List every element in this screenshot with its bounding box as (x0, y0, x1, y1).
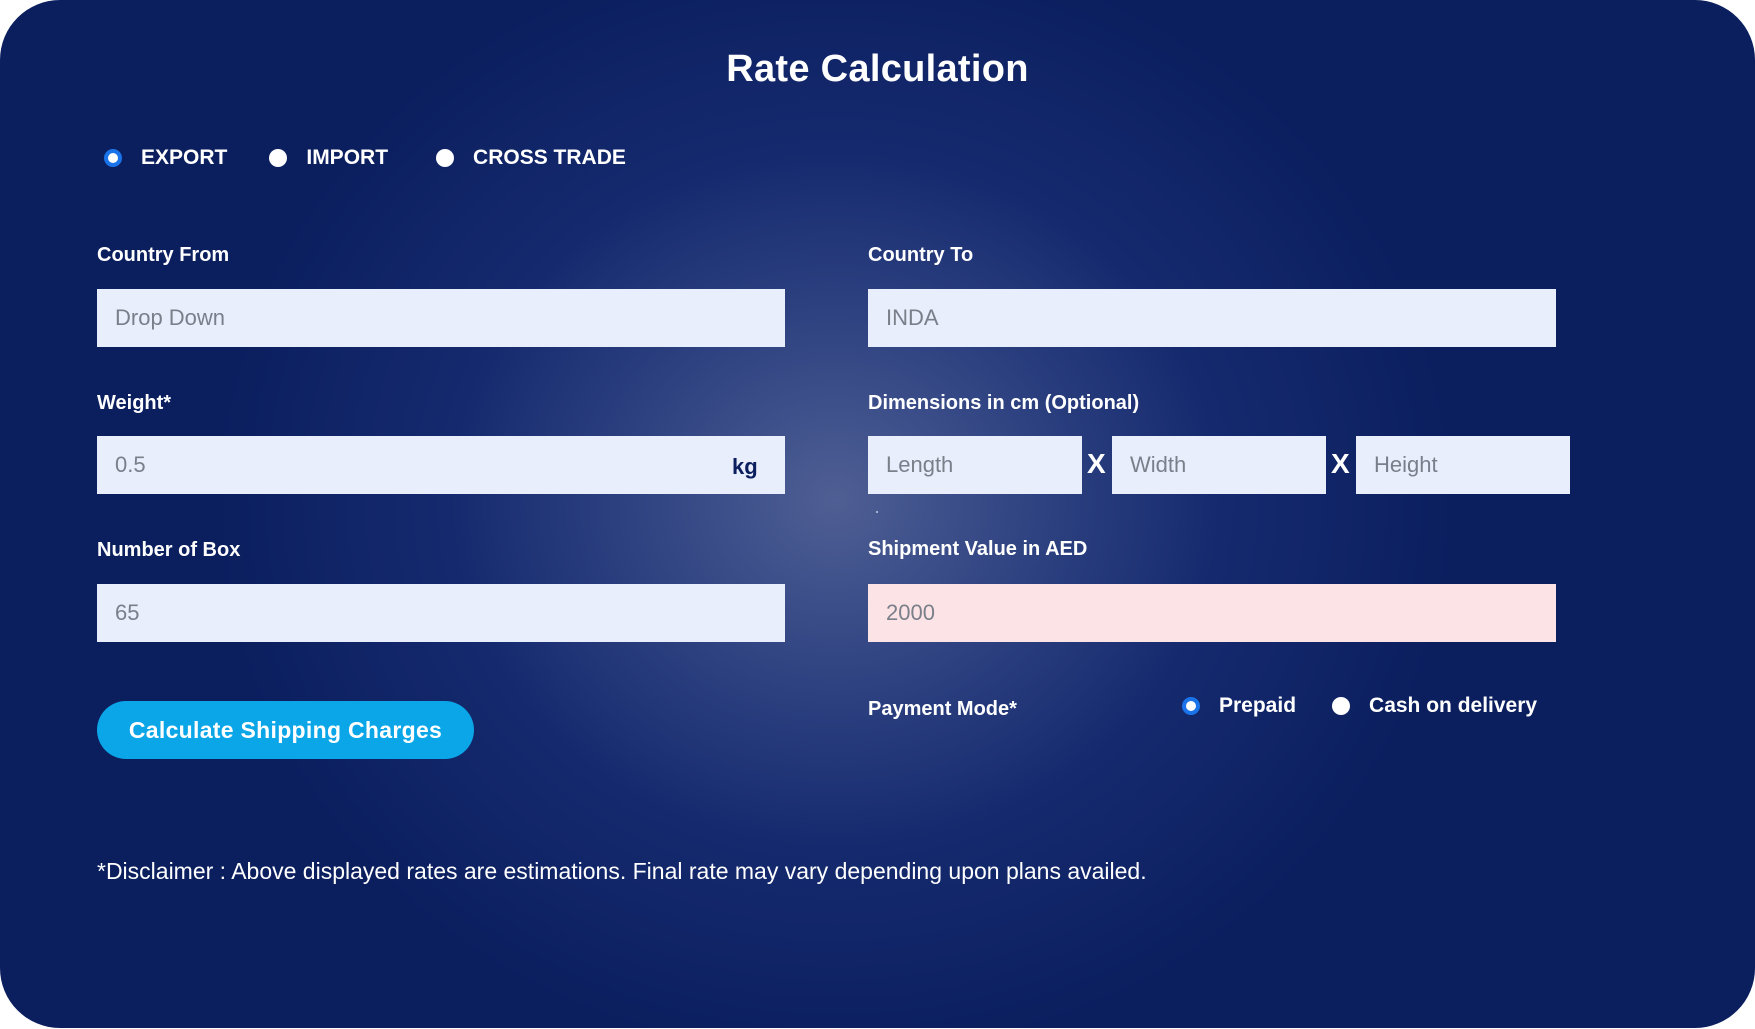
weight-unit-label: kg (732, 454, 758, 479)
decorative-dot (876, 511, 878, 513)
radio-export-label[interactable]: EXPORT (141, 146, 228, 169)
dimension-separator-2: X (1331, 448, 1350, 479)
length-input[interactable] (868, 436, 1082, 494)
trade-type-radio-group: EXPORT IMPORT CROSS TRADE (104, 146, 668, 170)
weight-input[interactable] (97, 436, 785, 494)
country-to-label: Country To (868, 244, 974, 266)
shipment-value-input[interactable] (868, 584, 1556, 642)
radio-cash-on-delivery[interactable]: Cash on delivery (1332, 694, 1537, 718)
number-of-box-input[interactable] (97, 584, 785, 642)
radio-import-indicator[interactable] (269, 149, 288, 167)
radio-export[interactable]: EXPORT (104, 146, 227, 170)
radio-import-label[interactable]: IMPORT (306, 146, 389, 169)
width-input[interactable] (1112, 436, 1326, 494)
country-from-label: Country From (97, 244, 230, 266)
country-from-dropdown[interactable] (97, 289, 785, 347)
payment-mode-radio-group: Prepaid Cash on delivery (1182, 694, 1573, 718)
radio-cross-trade[interactable]: CROSS TRADE (436, 146, 626, 170)
radio-import[interactable]: IMPORT (269, 146, 388, 170)
radio-prepaid[interactable]: Prepaid (1182, 694, 1296, 718)
weight-label: Weight* (97, 392, 172, 414)
number-of-box-label: Number of Box (97, 539, 241, 561)
calculate-shipping-charges-button[interactable]: Calculate Shipping Charges (97, 701, 474, 759)
dimensions-label: Dimensions in cm (Optional) (868, 392, 1140, 414)
radio-cash-on-delivery-indicator[interactable] (1332, 697, 1351, 715)
payment-mode-label: Payment Mode* (868, 698, 1017, 720)
radio-cross-trade-indicator[interactable] (436, 149, 455, 167)
page-title: Rate Calculation (726, 48, 1029, 90)
radio-cross-trade-label[interactable]: CROSS TRADE (473, 146, 626, 169)
dimension-separator-1: X (1087, 448, 1106, 479)
shipment-value-label: Shipment Value in AED (868, 538, 1088, 560)
radio-prepaid-indicator[interactable] (1182, 697, 1200, 715)
country-to-field[interactable] (868, 289, 1556, 347)
radio-cash-on-delivery-label[interactable]: Cash on delivery (1369, 694, 1538, 717)
height-input[interactable] (1356, 436, 1570, 494)
disclaimer-text: *Disclaimer : Above displayed rates are … (97, 858, 1147, 884)
radio-export-indicator[interactable] (104, 149, 122, 167)
radio-prepaid-label[interactable]: Prepaid (1219, 694, 1297, 717)
